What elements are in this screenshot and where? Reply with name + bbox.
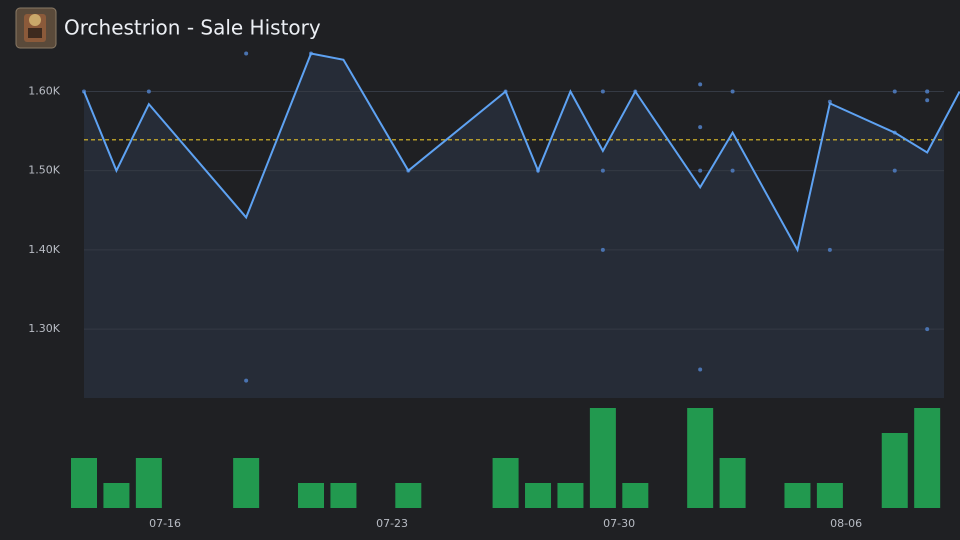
volume-bar xyxy=(589,408,616,508)
volume-bar xyxy=(881,433,908,508)
sale-point xyxy=(600,89,605,94)
price-line xyxy=(83,52,960,253)
volume-bar xyxy=(557,483,584,508)
sale-point xyxy=(698,82,703,87)
volume-bar xyxy=(816,483,843,508)
volume-bar xyxy=(395,483,422,508)
y-tick-label: 1.40K xyxy=(28,243,60,256)
sale-point xyxy=(925,98,930,103)
sale-point xyxy=(892,168,897,173)
volume-bar xyxy=(330,483,357,508)
sale-point xyxy=(827,247,832,252)
sale-point xyxy=(925,327,930,332)
sale-point xyxy=(698,367,703,372)
y-tick-label: 1.60K xyxy=(28,84,60,97)
sale-point xyxy=(698,125,703,130)
x-tick-label: 08-06 xyxy=(830,517,862,530)
item-icon xyxy=(15,7,57,49)
y-tick-label: 1.30K xyxy=(28,322,60,335)
plot xyxy=(84,53,944,398)
sale-point xyxy=(600,168,605,173)
price-area xyxy=(84,53,944,398)
volume-bar xyxy=(914,408,941,508)
sale-point xyxy=(892,89,897,94)
volume-bar xyxy=(298,483,325,508)
volume-bar xyxy=(525,483,552,508)
volume-bar xyxy=(687,408,714,508)
volume-bar xyxy=(233,458,260,508)
sale-point xyxy=(146,89,151,94)
volume-bar xyxy=(784,483,811,508)
volume-bar xyxy=(71,458,97,508)
x-tick-label: 07-30 xyxy=(603,517,635,530)
y-tick-label: 1.50K xyxy=(28,164,60,177)
x-tick-label: 07-23 xyxy=(376,517,408,530)
sale-point xyxy=(244,51,249,56)
sale-point xyxy=(925,89,930,94)
sale-point xyxy=(244,378,249,383)
page-title: Orchestrion - Sale History xyxy=(64,16,321,40)
sale-point xyxy=(730,89,735,94)
sale-point xyxy=(600,247,605,252)
sale-point xyxy=(698,168,703,173)
volume-bar xyxy=(135,458,162,508)
x-tick-label: 07-16 xyxy=(149,517,181,530)
volume-bar xyxy=(492,458,519,508)
volume-bar xyxy=(719,458,746,508)
volume-bar xyxy=(103,483,130,508)
sale-point xyxy=(730,168,735,173)
volume-bar xyxy=(622,483,649,508)
